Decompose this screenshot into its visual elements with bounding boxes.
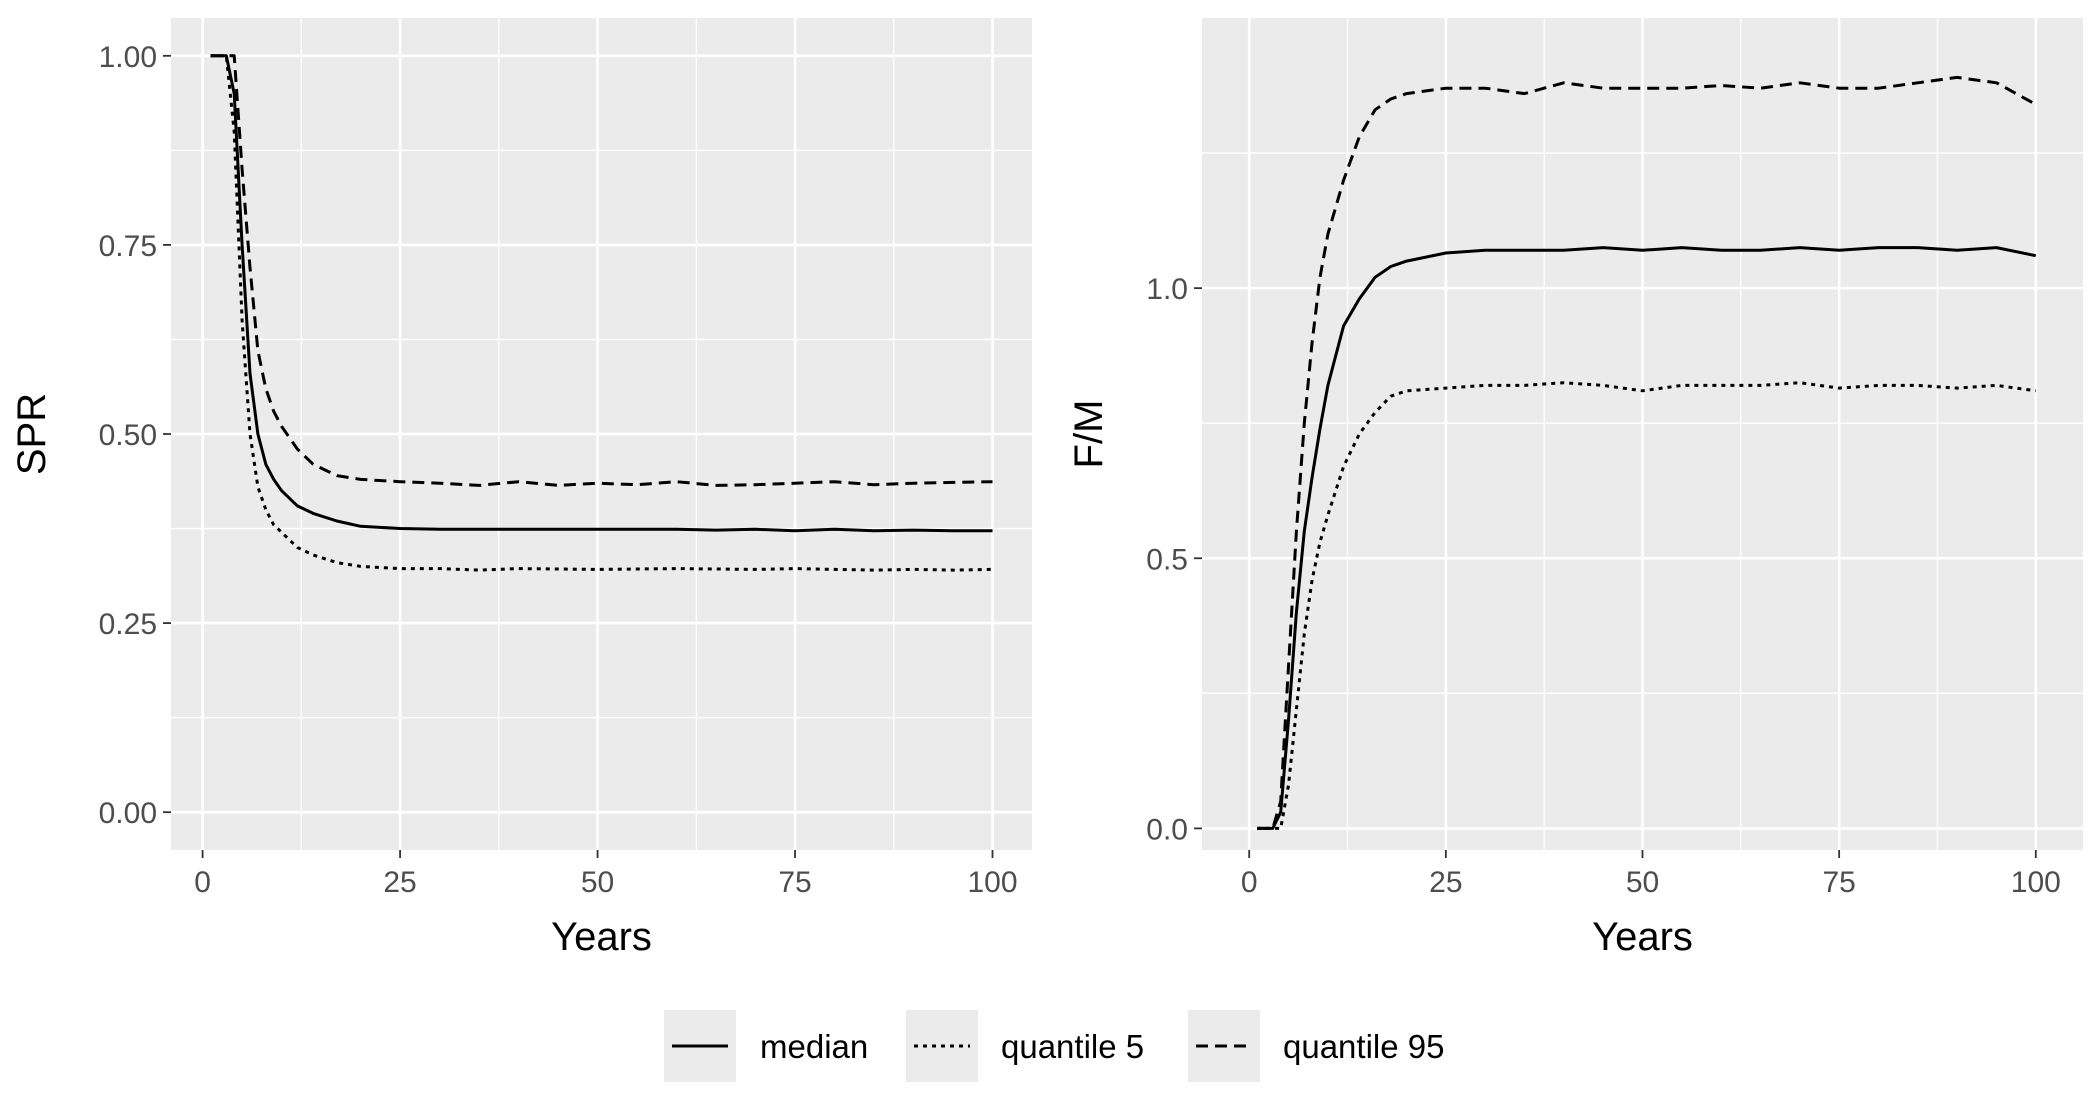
series-line-median	[210, 54, 993, 533]
legend-item-median: median	[664, 1010, 868, 1082]
legend-item-quantile-5: quantile 5	[906, 1010, 1144, 1082]
series-line-quantile-95	[1257, 75, 2037, 830]
y-axis-title: F/M	[1067, 400, 1111, 469]
legend-label: quantile 95	[1283, 1028, 1444, 1065]
legend: median quantile 5 quantile 95	[664, 1010, 1444, 1082]
y-tick-label: 1.0	[1146, 273, 1188, 306]
x-tick-label: 50	[581, 866, 614, 899]
legend-label: quantile 5	[1001, 1028, 1144, 1065]
y-tick-label: 0.75	[99, 230, 157, 263]
x-tick-label: 75	[778, 866, 811, 899]
spr-panel: 0 25 50 75 100 0.00 0.25 0.50 0.75 1.00 Years SPR	[10, 18, 1032, 959]
series-line-quantile-95	[210, 54, 993, 487]
legend-item-quantile-95: quantile 95	[1188, 1010, 1444, 1082]
y-tick-label: 0.50	[99, 419, 157, 452]
x-axis-title: Years	[551, 915, 652, 959]
x-tick-label: 100	[967, 866, 1017, 899]
legend-label: median	[760, 1028, 868, 1065]
x-tick-label: 100	[2011, 866, 2061, 899]
x-tick-label: 25	[383, 866, 416, 899]
x-axis-title: Years	[1592, 915, 1693, 959]
x-tick-label: 25	[1429, 866, 1462, 899]
x-tick-label: 0	[194, 866, 211, 899]
fm-panel: 0 25 50 75 100 0.0 0.5 1.0 Years F/M	[1067, 18, 2083, 959]
y-tick-label: 0.25	[99, 608, 157, 641]
x-tick-label: 75	[1822, 866, 1855, 899]
y-tick-label: 1.00	[99, 41, 157, 74]
y-tick-label: 0.5	[1146, 543, 1188, 576]
y-axis-title: SPR	[10, 393, 54, 475]
series-line-median	[1257, 246, 2037, 830]
y-tick-label: 0.00	[99, 797, 157, 830]
y-tick-label: 0.0	[1146, 813, 1188, 846]
x-tick-label: 50	[1626, 866, 1659, 899]
series-line-quantile-5	[210, 54, 993, 572]
x-tick-label: 0	[1241, 866, 1258, 899]
